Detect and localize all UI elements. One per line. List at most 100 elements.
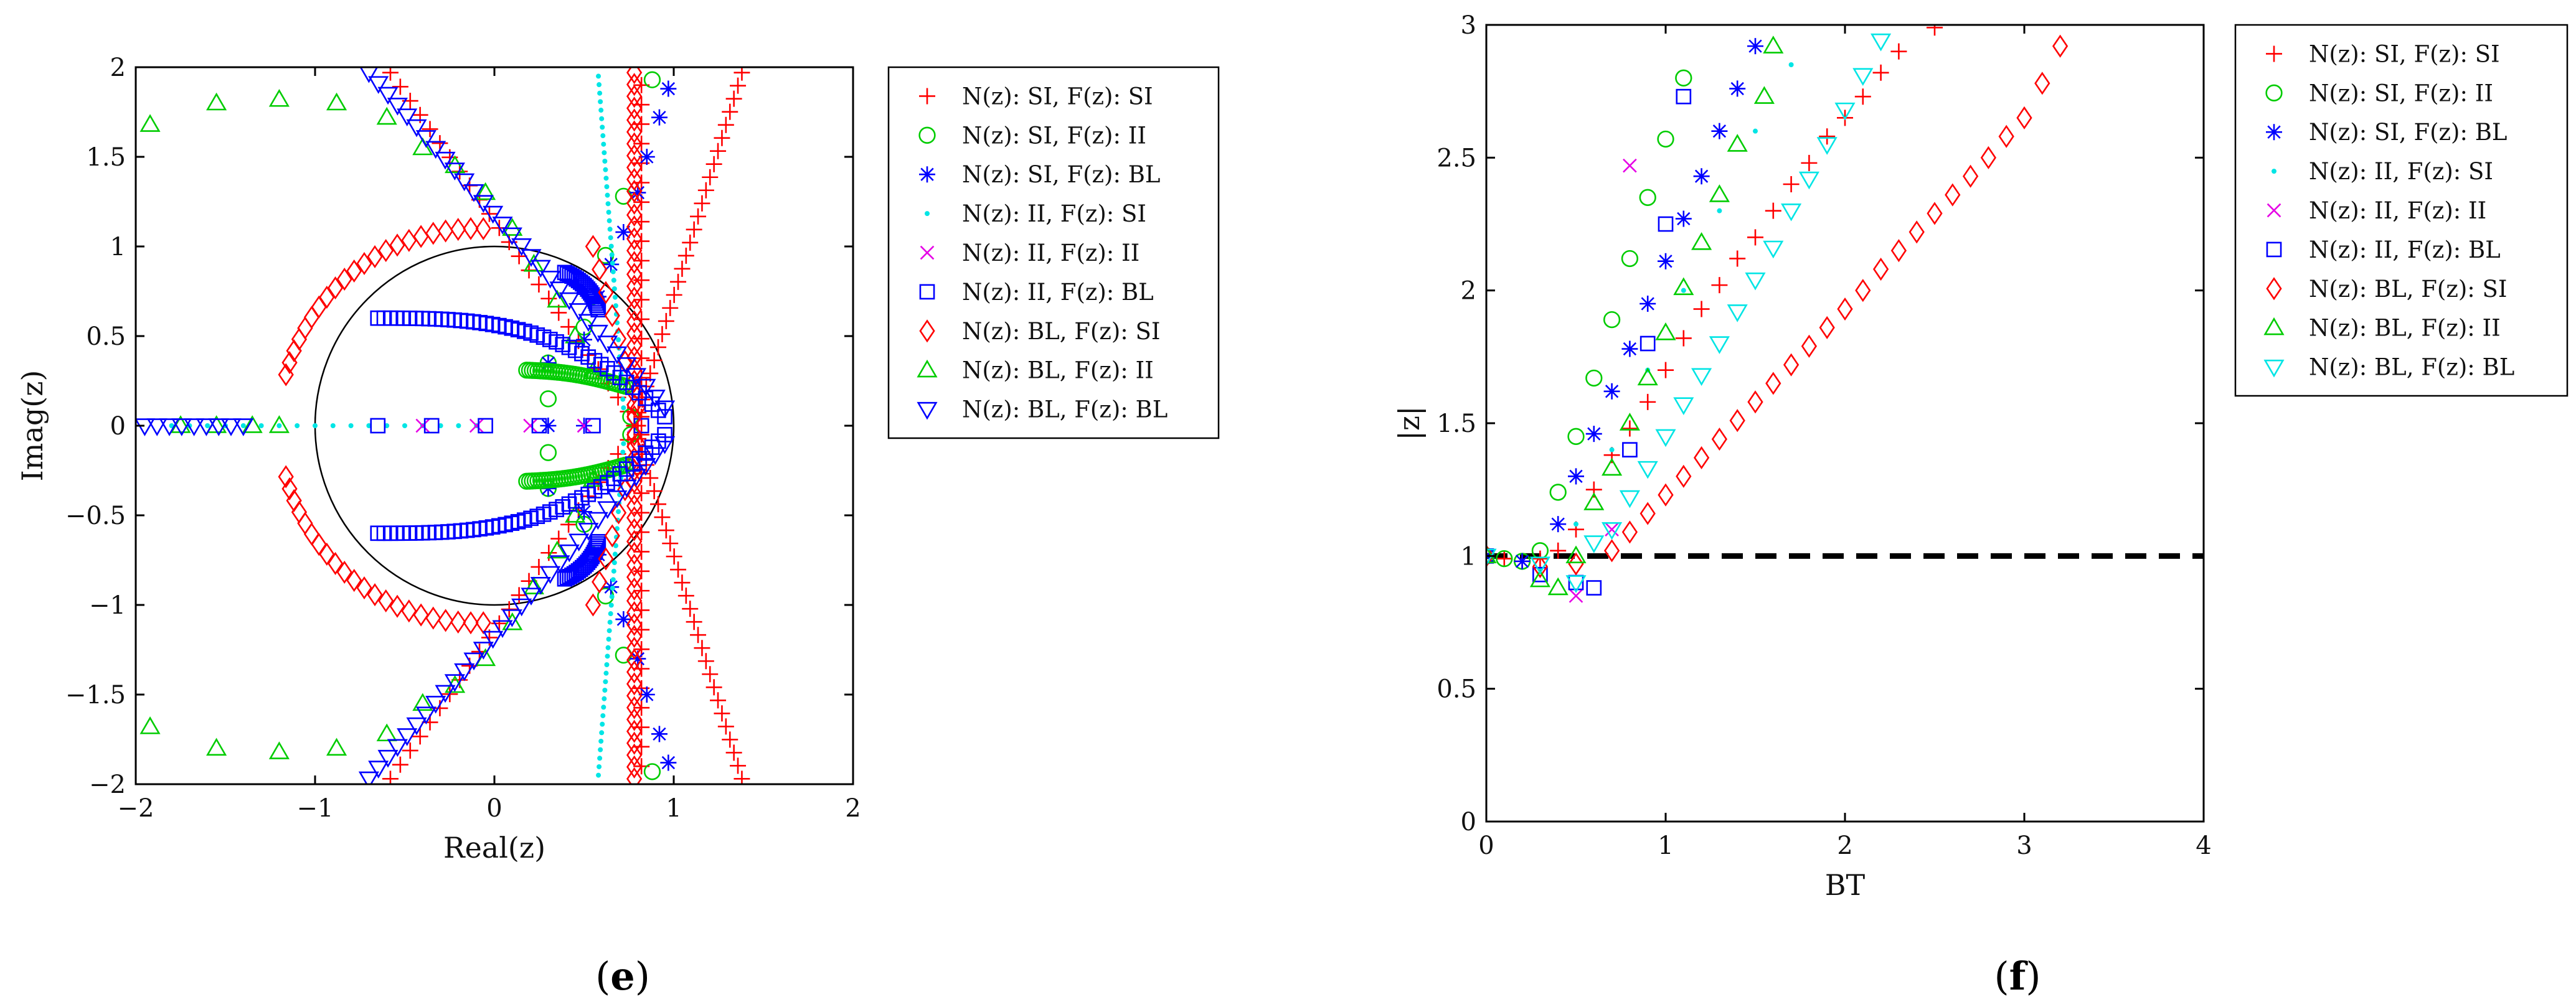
data-point bbox=[611, 568, 616, 574]
legend-entry: N(z): SI, F(z): II bbox=[962, 122, 1146, 149]
data-point bbox=[1585, 426, 1602, 443]
data-point bbox=[609, 252, 615, 258]
y-tick-label: −2 bbox=[89, 770, 126, 799]
data-point bbox=[1605, 522, 1619, 536]
data-point bbox=[540, 290, 557, 307]
series-bl-bl bbox=[1486, 33, 1892, 593]
data-point bbox=[612, 551, 618, 557]
legend-entry: N(z): BL, F(z): SI bbox=[2309, 276, 2507, 302]
data-point bbox=[1727, 304, 1748, 322]
data-point bbox=[463, 652, 484, 671]
data-point bbox=[677, 588, 694, 604]
data-point bbox=[220, 418, 242, 436]
data-point bbox=[1681, 288, 1686, 293]
plot-area bbox=[1486, 25, 2069, 603]
data-point bbox=[1547, 577, 1569, 596]
data-point bbox=[1872, 257, 1889, 281]
data-point bbox=[1781, 203, 1802, 222]
data-point bbox=[725, 744, 742, 761]
data-point bbox=[1765, 202, 1781, 219]
data-point bbox=[585, 593, 602, 617]
data-point bbox=[559, 292, 580, 311]
data-point bbox=[677, 247, 694, 264]
data-point bbox=[598, 738, 604, 744]
data-point bbox=[730, 77, 747, 94]
data-point bbox=[1550, 542, 1567, 559]
data-point bbox=[576, 331, 592, 348]
data-point bbox=[413, 225, 429, 248]
data-point bbox=[605, 645, 611, 650]
data-point bbox=[626, 660, 643, 684]
data-point bbox=[626, 263, 643, 286]
data-point bbox=[569, 303, 590, 321]
data-point bbox=[596, 772, 602, 778]
data-point bbox=[611, 560, 617, 566]
data-point bbox=[1871, 33, 1892, 52]
data-point bbox=[502, 218, 523, 236]
data-point bbox=[295, 423, 300, 428]
data-point bbox=[606, 346, 628, 365]
data-point bbox=[549, 555, 570, 573]
data-point bbox=[281, 351, 298, 375]
data-point bbox=[1603, 311, 1621, 329]
series-bl-bl bbox=[136, 67, 676, 784]
panel-label-close: ) bbox=[635, 953, 650, 999]
data-point bbox=[1834, 102, 1856, 121]
chart-panel-f: 0 1 2 3 4 0 0.5 1 1.5 2 2.5 3 BT |z| N(z): SI, F(z): S… bbox=[1392, 11, 2569, 902]
panel-label-close: ) bbox=[2026, 953, 2041, 999]
data-point bbox=[311, 533, 327, 556]
data-point bbox=[397, 728, 418, 746]
data-point bbox=[607, 619, 613, 625]
data-point bbox=[597, 756, 603, 761]
data-point bbox=[626, 553, 643, 577]
data-point bbox=[633, 543, 650, 560]
data-point bbox=[401, 599, 417, 623]
data-point bbox=[602, 687, 608, 693]
data-point bbox=[1709, 336, 1730, 354]
data-point bbox=[734, 770, 750, 784]
legend-entry: N(z): II, F(z): SI bbox=[962, 200, 1146, 227]
data-point bbox=[1658, 362, 1674, 378]
data-point bbox=[450, 218, 466, 241]
data-point bbox=[626, 227, 643, 251]
data-point bbox=[597, 335, 618, 354]
data-point bbox=[473, 195, 494, 213]
data-point bbox=[1603, 539, 1620, 563]
data-point bbox=[463, 184, 484, 202]
data-point bbox=[611, 278, 616, 283]
legend-entry: N(z): BL, F(z): II bbox=[2309, 315, 2501, 342]
data-point bbox=[1658, 216, 1674, 232]
data-point bbox=[633, 524, 650, 541]
legend-marker bbox=[917, 359, 938, 378]
legend-marker bbox=[2263, 359, 2285, 378]
data-point bbox=[626, 203, 643, 227]
data-point bbox=[626, 530, 643, 553]
data-point bbox=[311, 295, 327, 319]
data-point bbox=[422, 121, 438, 138]
legend-marker bbox=[917, 401, 938, 420]
data-point bbox=[359, 67, 379, 83]
data-point bbox=[608, 235, 613, 240]
data-point bbox=[1753, 128, 1758, 134]
data-point bbox=[1765, 372, 1781, 395]
data-point bbox=[402, 423, 407, 428]
data-point bbox=[559, 266, 575, 282]
data-point bbox=[377, 87, 399, 105]
data-point bbox=[643, 71, 661, 88]
data-point bbox=[577, 418, 592, 433]
data-point bbox=[662, 299, 679, 316]
data-point bbox=[730, 757, 747, 774]
x-tick-label: 2 bbox=[845, 794, 861, 823]
data-point bbox=[597, 501, 618, 519]
legend-marker bbox=[919, 88, 935, 105]
data-point bbox=[635, 378, 656, 397]
data-point bbox=[626, 684, 643, 708]
data-point bbox=[597, 764, 602, 769]
data-point bbox=[604, 524, 620, 548]
data-point bbox=[643, 763, 661, 780]
y-axis-label: Imag(z) bbox=[16, 370, 49, 482]
data-point bbox=[600, 713, 606, 718]
data-point bbox=[1747, 390, 1763, 414]
legend-entry: N(z): BL, F(z): SI bbox=[962, 318, 1160, 345]
